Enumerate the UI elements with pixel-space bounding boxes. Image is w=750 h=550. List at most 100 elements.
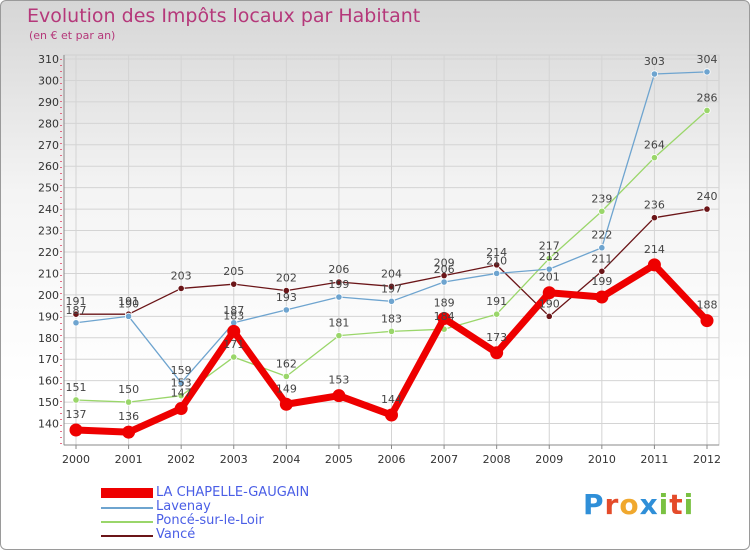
chart-title: Evolution des Impôts locaux par Habitant	[27, 5, 421, 27]
data-label-ponce-sur-le-loir: 153	[171, 377, 192, 390]
data-point-vance	[177, 284, 185, 293]
data-label-ponce-sur-le-loir: 162	[276, 357, 297, 370]
data-point-vance	[650, 214, 659, 222]
data-point-la-chapelle-gaugain	[69, 423, 83, 437]
data-point-la-chapelle-gaugain	[647, 258, 661, 272]
data-label-ponce-sur-le-loir: 286	[697, 91, 718, 104]
data-label-lavenay: 193	[276, 291, 297, 304]
data-label-ponce-sur-le-loir: 181	[328, 317, 349, 330]
data-label-vance: 204	[381, 267, 402, 280]
data-label-lavenay: 187	[66, 304, 87, 317]
data-point-vance	[545, 312, 553, 320]
x-tick-label: 2008	[483, 453, 511, 466]
data-label-la-chapelle-gaugain: 147	[171, 387, 192, 400]
series-lines	[69, 68, 714, 439]
x-tick-label: 2004	[272, 453, 300, 466]
data-label-la-chapelle-gaugain: 149	[276, 382, 297, 395]
data-point-la-chapelle-gaugain	[490, 346, 504, 360]
y-tick-label: 280	[38, 117, 59, 130]
data-point-la-chapelle-gaugain	[595, 290, 609, 304]
data-label-ponce-sur-le-loir: 239	[591, 192, 612, 205]
legend-label-la-chapelle-gaugain: LA CHAPELLE-GAUGAIN	[156, 485, 310, 500]
data-point-la-chapelle-gaugain	[227, 324, 241, 338]
data-point-lavenay	[703, 68, 711, 76]
y-tick-label: 230	[38, 225, 59, 238]
data-label-vance: 209	[434, 257, 455, 270]
data-label-vance: 236	[644, 199, 665, 212]
data-label-lavenay: 206	[434, 263, 455, 276]
data-point-vance	[230, 280, 238, 288]
data-label-lavenay: 190	[118, 297, 139, 310]
y-tick-label: 240	[38, 203, 59, 216]
data-point-la-chapelle-gaugain	[385, 408, 398, 422]
data-point-lavenay	[72, 319, 80, 327]
data-point-ponce-sur-le-loir	[493, 310, 501, 318]
legend-swatch-la-chapelle-gaugain	[101, 488, 153, 498]
y-tick-label: 250	[38, 182, 59, 195]
data-label-la-chapelle-gaugain: 199	[591, 275, 612, 288]
data-label-vance: 191	[118, 295, 139, 308]
x-tick-label: 2005	[325, 453, 353, 466]
x-tick-label: 2012	[693, 453, 721, 466]
data-label-la-chapelle-gaugain: 153	[328, 374, 349, 387]
y-tick-label: 310	[38, 53, 59, 66]
data-point-la-chapelle-gaugain	[332, 389, 346, 403]
logo-letter: i	[683, 488, 695, 521]
logo-letter: i	[658, 488, 670, 521]
data-label-lavenay: 210	[486, 254, 507, 267]
logo-letter: o	[619, 488, 640, 521]
data-label-lavenay: 212	[539, 250, 560, 263]
x-tick-label: 2001	[115, 453, 143, 466]
data-point-vance	[703, 205, 711, 213]
data-point-la-chapelle-gaugain	[437, 311, 451, 325]
data-point-ponce-sur-le-loir	[545, 254, 553, 263]
data-label-vance: 214	[486, 246, 507, 259]
data-label-la-chapelle-gaugain: 136	[118, 410, 139, 423]
data-point-la-chapelle-gaugain	[279, 397, 293, 411]
data-label-lavenay: 187	[223, 304, 244, 317]
y-tick-label: 140	[38, 418, 59, 431]
data-point-ponce-sur-le-loir	[124, 398, 133, 406]
legend-swatch-lavenay	[101, 507, 153, 509]
x-tick-label: 2006	[378, 453, 406, 466]
y-tick-label: 300	[38, 74, 59, 87]
y-tick-label: 180	[38, 332, 59, 345]
data-point-la-chapelle-gaugain	[174, 402, 188, 416]
logo-letter: P	[583, 488, 605, 521]
x-tick-label: 2003	[220, 453, 248, 466]
data-point-lavenay	[335, 293, 343, 301]
data-label-vance: 191	[66, 295, 87, 308]
data-label-lavenay: 304	[697, 53, 718, 66]
data-point-lavenay	[598, 244, 606, 252]
legend-swatch-ponce-sur-le-loir	[101, 521, 153, 523]
x-tick-label: 2007	[430, 453, 458, 466]
data-labels: 191 191 203 205 202 206 204 209 214 190 211 236 240 1…	[66, 53, 718, 423]
data-label-lavenay: 159	[171, 364, 192, 377]
data-label-vance: 202	[276, 272, 297, 285]
data-label-la-chapelle-gaugain: 189	[434, 296, 455, 309]
data-label-lavenay: 199	[328, 278, 349, 291]
data-point-vance	[282, 286, 290, 295]
data-label-la-chapelle-gaugain: 183	[223, 309, 244, 322]
data-point-ponce-sur-le-loir	[72, 396, 80, 404]
y-tick-label: 270	[38, 139, 59, 152]
y-tick-label: 260	[38, 160, 59, 173]
y-tick-label: 290	[38, 96, 59, 109]
data-label-la-chapelle-gaugain: 201	[539, 271, 560, 284]
data-label-la-chapelle-gaugain: 137	[66, 408, 87, 421]
data-point-lavenay	[650, 70, 659, 78]
data-label-ponce-sur-le-loir: 191	[486, 295, 507, 308]
legend-label-lavenay: Lavenay	[156, 499, 211, 514]
y-tick-label: 210	[38, 267, 59, 280]
proxiti-logo: Proxiti	[583, 488, 694, 521]
data-point-lavenay	[387, 297, 396, 305]
y-tick-label: 170	[38, 353, 59, 366]
data-label-vance: 190	[539, 297, 560, 310]
y-tick-label: 220	[38, 246, 59, 259]
data-point-la-chapelle-gaugain	[700, 314, 714, 328]
logo-letter: r	[604, 488, 620, 521]
data-label-ponce-sur-le-loir: 183	[381, 312, 402, 325]
data-label-vance: 205	[223, 265, 244, 278]
x-tick-label: 2011	[640, 453, 668, 466]
data-label-ponce-sur-le-loir: 171	[223, 338, 244, 351]
